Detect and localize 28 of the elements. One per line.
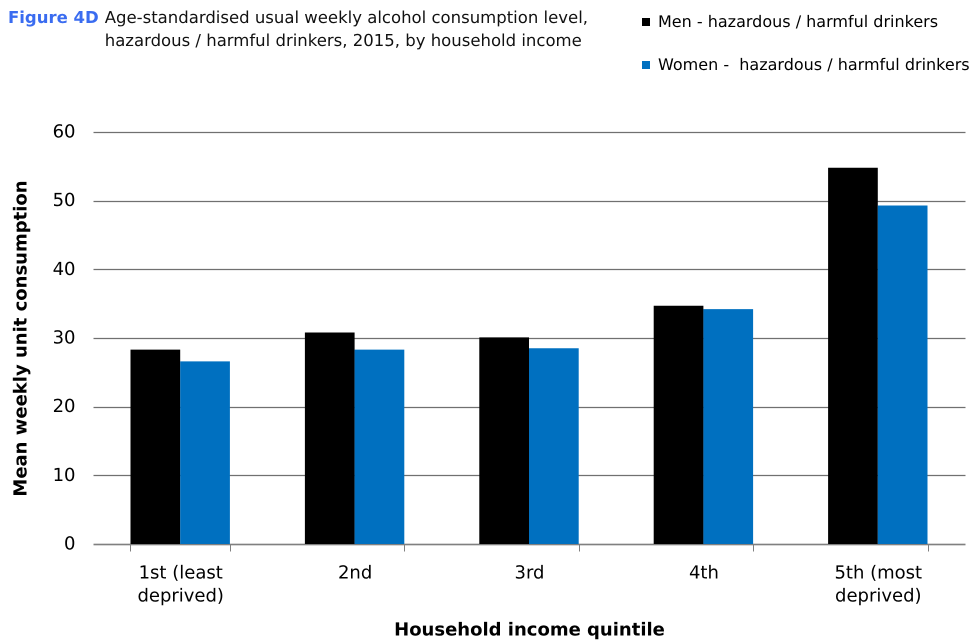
x-tick-label: 4th: [688, 562, 719, 584]
chart-title: Age-standardised usual weekly alcohol consumption level, hazardous / harmful drinkers, 2015, by household income: [104, 7, 590, 52]
y-tick-label: 40: [52, 258, 76, 280]
bar: [878, 205, 928, 544]
y-tick-label: 10: [52, 464, 76, 486]
y-tick-label: 60: [52, 122, 76, 142]
x-tick-label: 1st (least deprived): [137, 562, 224, 606]
bar: [703, 309, 754, 544]
bar: [529, 348, 579, 544]
caption: Figure 4D: [8, 7, 99, 29]
legend-label: Women - hazardous / harmful drinkers: [658, 55, 970, 74]
bar: [304, 332, 355, 544]
y-tick-label: 30: [52, 328, 76, 348]
x-axis-title: Household income quintile: [394, 620, 665, 640]
y-axis-title: Mean weekly unit consumption: [10, 180, 32, 497]
y-tick-label: 0: [64, 534, 76, 554]
bar: [828, 168, 878, 544]
bar: [180, 361, 230, 544]
bar: [354, 350, 404, 544]
x-tick-label: 5th (most deprived): [834, 562, 922, 606]
bar: [654, 306, 704, 544]
bar: [130, 350, 180, 544]
x-tick-label: 3rd: [514, 562, 544, 584]
legend-label: Men - hazardous / harmful drinkers: [658, 12, 938, 31]
y-tick-label: 20: [52, 396, 76, 418]
x-tick-label: 2nd: [338, 562, 372, 584]
y-tick-label: 50: [52, 190, 76, 212]
bar: [479, 337, 529, 544]
